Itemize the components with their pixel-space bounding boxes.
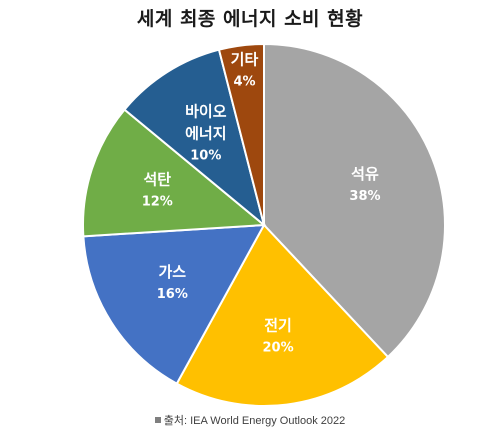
- slice-percent-5: 4%: [233, 75, 255, 90]
- pie-slice-1: [175, 223, 390, 407]
- slice-label-0: 석유: [351, 165, 379, 183]
- source-text: 출처: IEA World Energy Outlook 2022: [163, 415, 346, 427]
- pie-slice-5: [217, 42, 265, 226]
- slice-percent-0: 38%: [349, 189, 380, 204]
- slice-percent-3: 12%: [142, 194, 173, 209]
- chart-title: 세계 최종 에너지 소비 현황: [136, 8, 364, 30]
- slice-percent-4: 10%: [190, 148, 221, 163]
- pie-slice-2: [82, 223, 266, 385]
- pie-slices: [82, 42, 446, 407]
- slice-label-1: 전기: [264, 316, 292, 334]
- pie-slice-3: [82, 108, 267, 238]
- source-bullet: [154, 417, 161, 424]
- pie-slice-0: [263, 42, 446, 359]
- slice-label-5: 기타: [231, 51, 259, 69]
- slice-label-2: 가스: [159, 263, 187, 281]
- source-note: 출처: IEA World Energy Outlook 2022: [0, 412, 500, 428]
- slice-percent-1: 20%: [263, 340, 294, 355]
- slice-percent-2: 16%: [157, 287, 188, 302]
- pie-slice-4: [123, 48, 266, 228]
- slice-label-4-1: 에너지: [185, 124, 226, 142]
- slice-label-3: 석탄: [143, 170, 171, 188]
- slice-label-4-0: 바이오: [185, 102, 227, 120]
